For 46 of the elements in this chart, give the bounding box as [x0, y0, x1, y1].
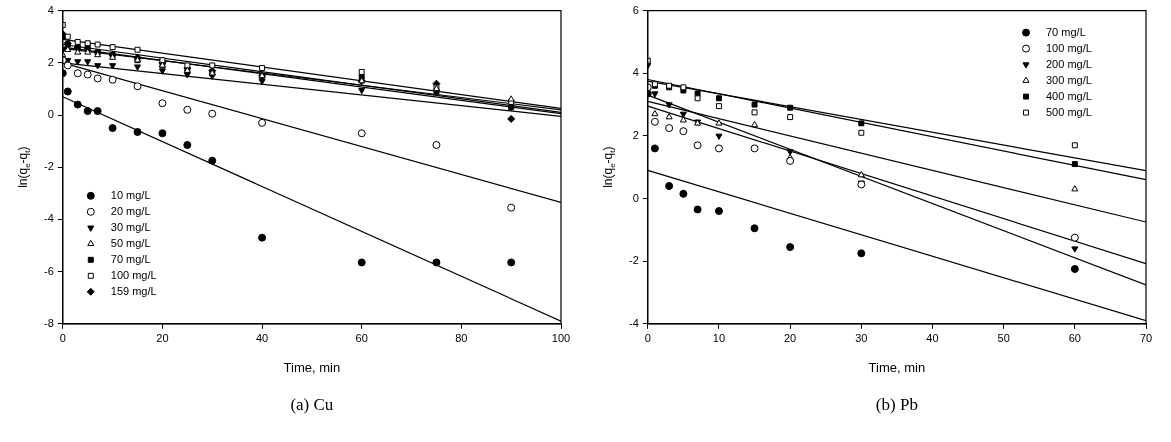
x-tick-label: 70	[1139, 332, 1153, 345]
x-tick-label: 40	[255, 332, 269, 345]
y-tick-label: -2	[629, 254, 639, 267]
y-tick-label: -2	[44, 160, 54, 173]
legend-label: 100 mg/L	[110, 268, 157, 281]
legend-label: 50 mg/L	[110, 236, 151, 249]
y-tick-label: 2	[632, 128, 639, 141]
y-tick-label: -6	[44, 264, 54, 277]
legend-label: 10 mg/L	[110, 188, 151, 201]
y-tick-label: 6	[632, 3, 639, 16]
x-tick-label: 20	[156, 332, 169, 345]
legend-label: 500 mg/L	[1046, 105, 1092, 118]
text: (b) Pb	[875, 394, 918, 414]
y-tick-label: 2	[47, 55, 54, 68]
legend-label: 200 mg/L	[1046, 57, 1092, 70]
x-tick-label: 40	[926, 332, 939, 345]
x-tick-label: 50	[997, 332, 1010, 345]
legend-label: 300 mg/L	[1046, 73, 1092, 86]
y-tick-label: -4	[44, 212, 54, 225]
y-tick-label: 4	[632, 66, 639, 79]
x-tick-label: 0	[59, 332, 66, 345]
x-tick-label: 60	[355, 332, 368, 345]
x-tick-label: 60	[1068, 332, 1081, 345]
x-tick-label: 30	[855, 332, 868, 345]
legend-label: 20 mg/L	[110, 204, 151, 217]
y-tick-label: -4	[629, 316, 639, 329]
y-axis-title: ln(qe-qt)	[600, 146, 618, 188]
y-tick-label: 0	[47, 108, 54, 121]
y-tick-label: -8	[44, 316, 54, 329]
x-tick-label: 20	[784, 332, 797, 345]
legend-label: 400 mg/L	[1046, 89, 1092, 102]
x-tick-label: 100	[551, 332, 571, 345]
x-axis-title: Time, min	[283, 359, 341, 375]
x-tick-label: 0	[644, 332, 651, 345]
legend-label: 70 mg/L	[1046, 25, 1086, 38]
y-tick-label: 4	[47, 3, 54, 16]
legend-label: 100 mg/L	[1046, 41, 1092, 54]
legend-label: 159 mg/L	[110, 284, 157, 297]
y-tick-label: 0	[632, 191, 639, 204]
text: (a) Cu	[290, 394, 334, 414]
legend-label: 30 mg/L	[110, 220, 151, 233]
y-axis-title: ln(qe-qt)	[15, 146, 33, 188]
legend-label: 70 mg/L	[110, 252, 151, 265]
x-tick-label: 10	[712, 332, 726, 345]
x-tick-label: 80	[455, 332, 468, 345]
x-axis-title: Time, min	[868, 359, 926, 375]
